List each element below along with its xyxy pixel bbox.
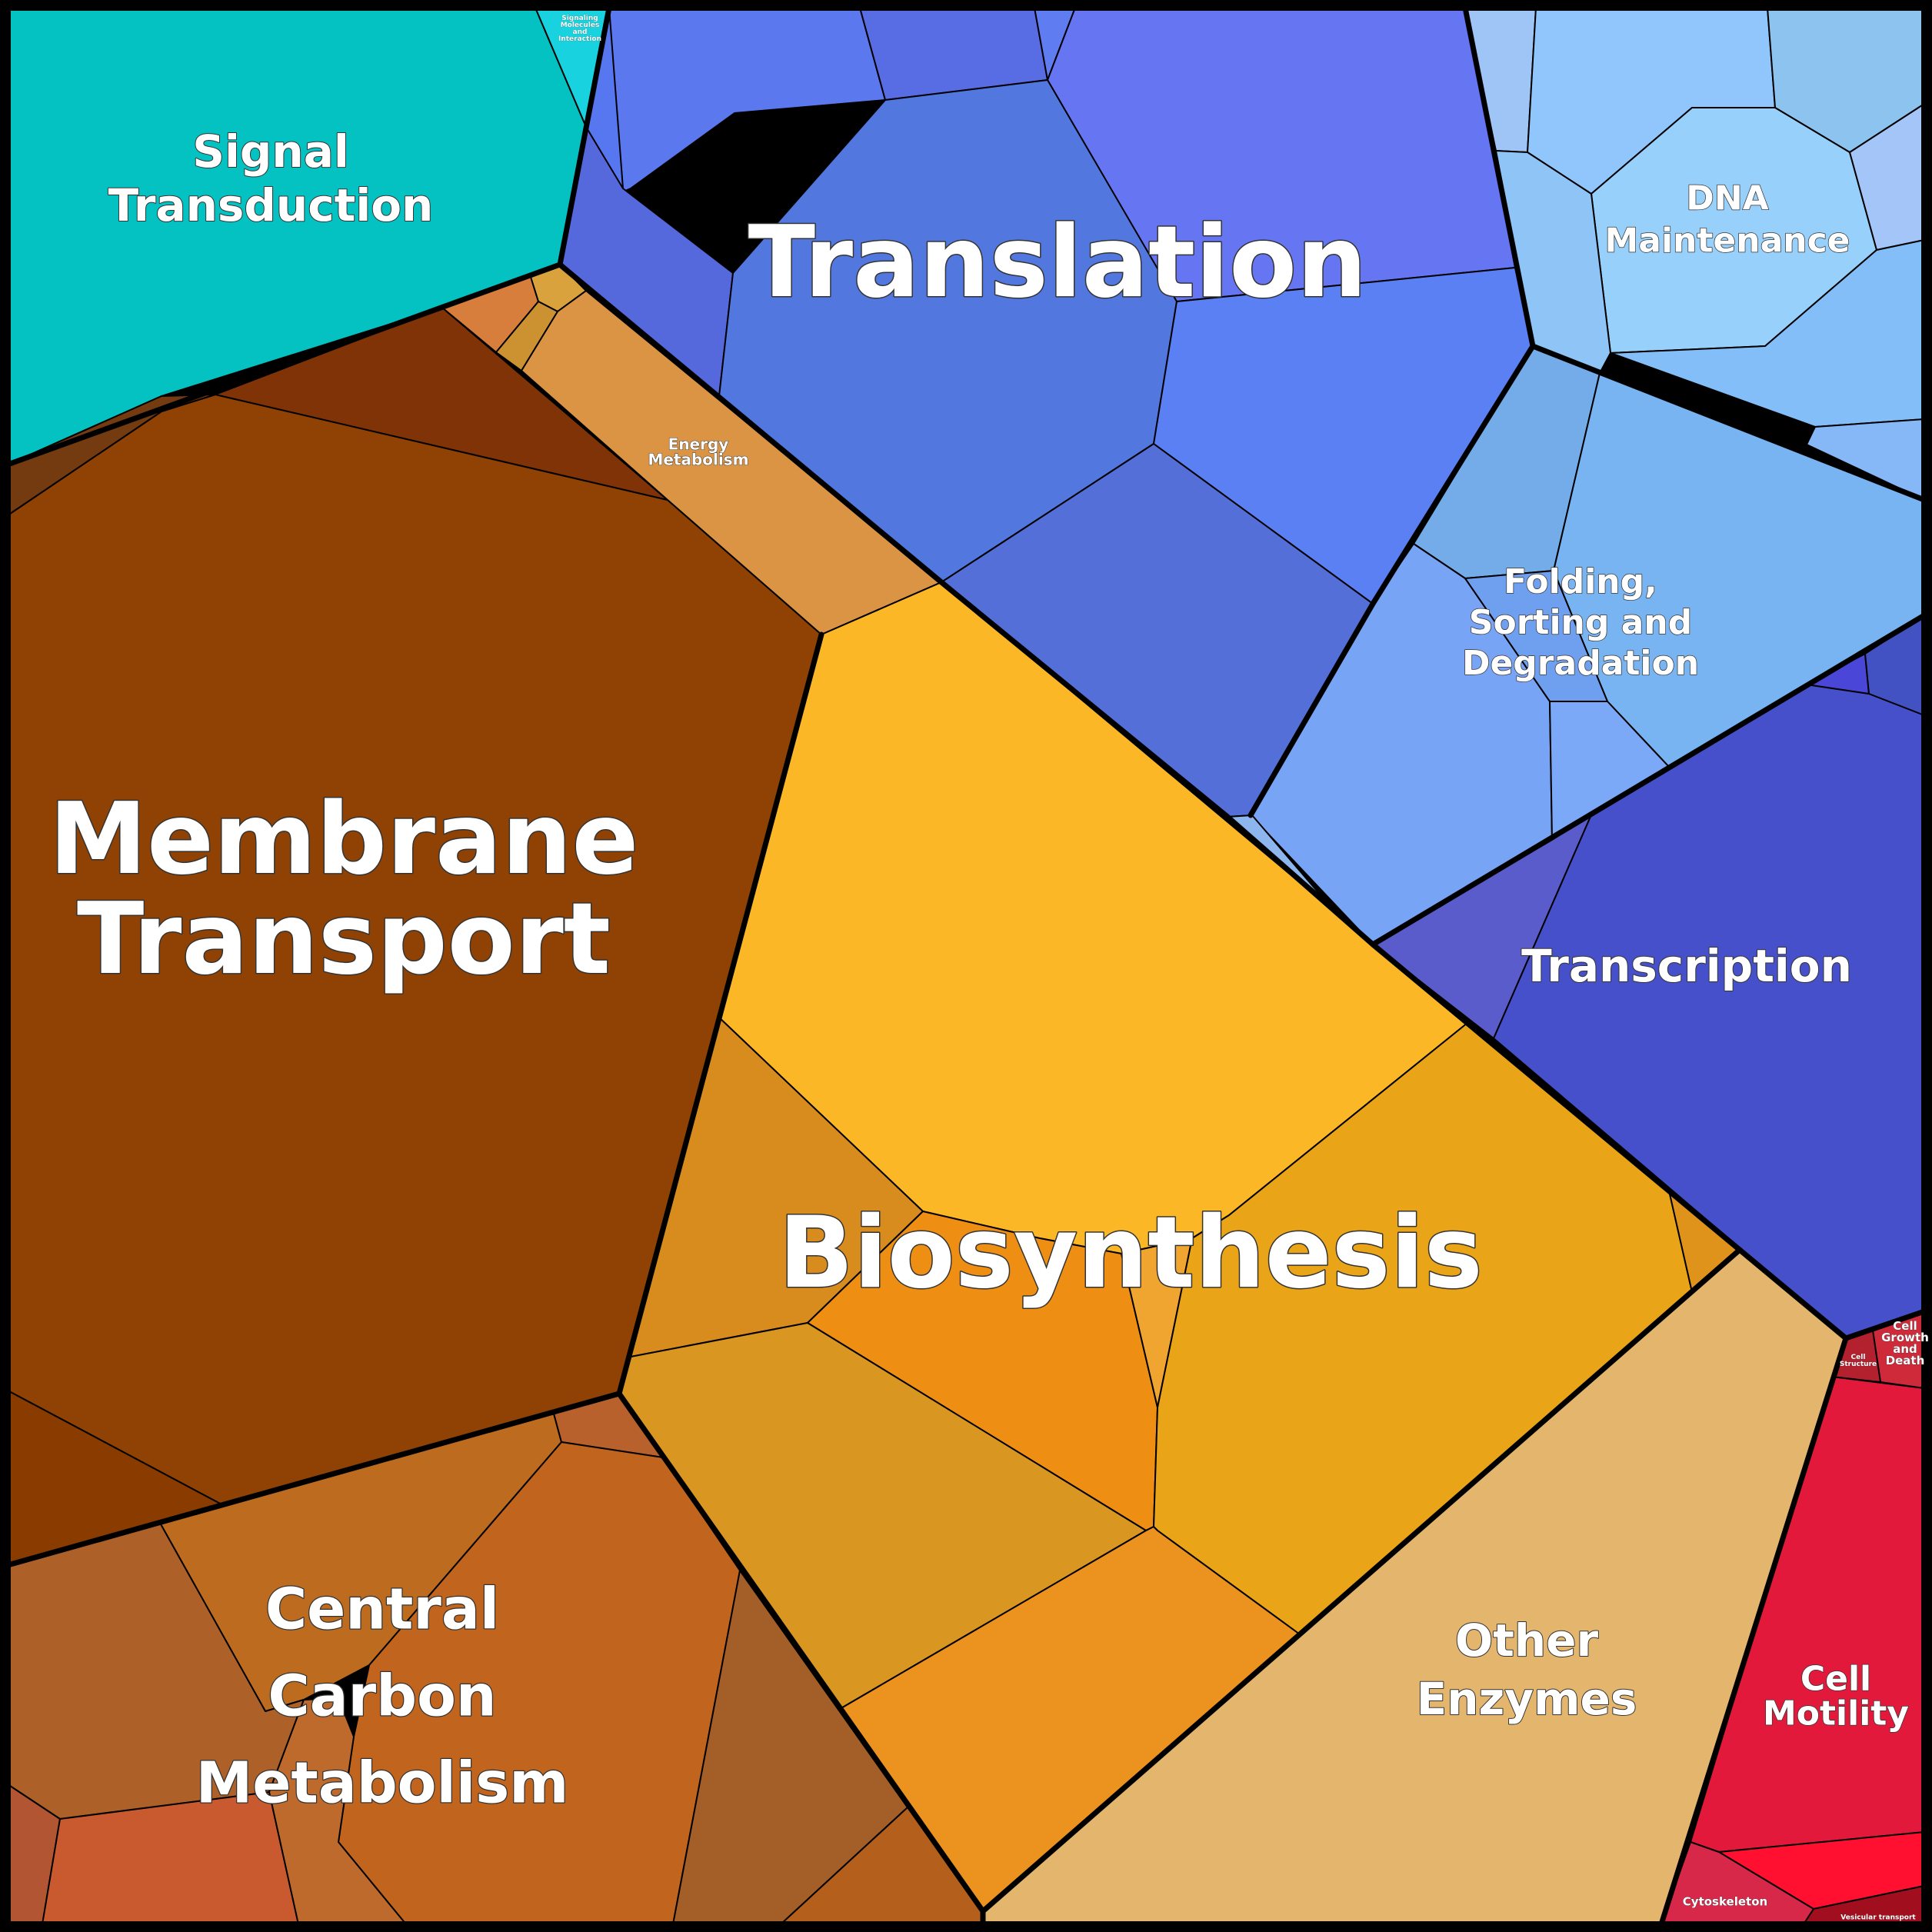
folding-sorting-degradation-label: Sorting and — [1469, 603, 1692, 642]
vesicular-transport-label: Vesicular transport — [1840, 1914, 1916, 1922]
biosynthesis-region — [618, 581, 1740, 1912]
dna-maintenance-label: Maintenance — [1604, 222, 1850, 261]
membrane-transport-region — [7, 307, 822, 1566]
cell-growth-and-death-label: Death — [1886, 1354, 1925, 1367]
cell-structure-label: Cell — [1851, 1354, 1866, 1361]
signaling-molecules-and-interaction-label: Interaction — [558, 35, 601, 43]
central-carbon-metabolism-region — [7, 1393, 984, 1925]
cell-motility-label: Cell — [1800, 1660, 1871, 1699]
cytoskeleton-label: Cytoskeleton — [1683, 1895, 1767, 1909]
signaling-molecules-and-interaction-label: and — [573, 28, 588, 36]
dna-maintenance-label: DNA — [1686, 179, 1768, 218]
membrane-transport-label: Membrane — [49, 782, 639, 897]
other-enzymes-label: Other — [1455, 1614, 1599, 1667]
transcription-region — [1372, 615, 1925, 1339]
energy-metabolism-region — [441, 264, 942, 635]
transcription-label: Transcription — [1521, 940, 1852, 992]
cell-structure-label: Structure — [1840, 1361, 1877, 1368]
cell-motility-label: Motility — [1763, 1694, 1909, 1734]
signal-transduction-label: Transduction — [108, 179, 434, 232]
cell-growth-and-death-label: and — [1893, 1342, 1917, 1356]
translation-region — [559, 7, 1534, 818]
dna-maintenance-region — [1464, 7, 1925, 501]
other-enzymes-label: Enzymes — [1417, 1673, 1637, 1725]
folding-sorting-degradation-label: Degradation — [1462, 644, 1699, 683]
central-carbon-metabolism-label: Central — [265, 1577, 499, 1643]
energy-metabolism-label: Metabolism — [648, 451, 748, 469]
cell-motility-region — [1661, 1311, 1925, 1925]
folding-sorting-degradation-label: Folding, — [1504, 562, 1657, 601]
cell-growth-and-death-label: Cell — [1893, 1319, 1917, 1333]
biosynthesis-label: Biosynthesis — [778, 1196, 1483, 1311]
energy-metabolism-label: Energy — [668, 435, 729, 454]
cell-growth-and-death-label: Growth — [1881, 1331, 1929, 1344]
central-carbon-metabolism-label: Carbon — [268, 1664, 496, 1730]
signal-transduction-label: Signal — [192, 125, 348, 178]
membrane-transport-label: Transport — [77, 882, 611, 997]
signaling-molecules-and-interaction-label: Molecules — [561, 22, 600, 29]
translation-label: Translation — [748, 205, 1367, 320]
signaling-molecules-and-interaction-label: Signaling — [561, 15, 598, 22]
central-carbon-metabolism-label: Metabolism — [196, 1750, 569, 1817]
